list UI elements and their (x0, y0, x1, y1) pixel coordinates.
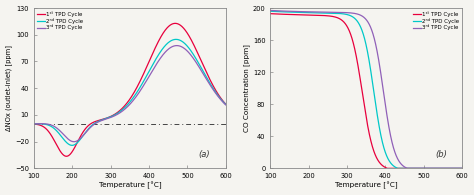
3ʳᵈ TPD Cycle (454, 167, 459, 169)
3ʳᵈ TPD Cycle (218, 98, 223, 100)
1ˢᵗ TPD Cycle (41, 126, 46, 128)
2ⁿᵈ TPD Cycle (267, 10, 273, 12)
X-axis label: Temperature [°C]: Temperature [°C] (335, 182, 398, 190)
2ⁿᵈ TPD Cycle (218, 97, 223, 100)
Line: 2ⁿᵈ TPD Cycle: 2ⁿᵈ TPD Cycle (34, 39, 226, 145)
Line: 1ˢᵗ TPD Cycle: 1ˢᵗ TPD Cycle (270, 14, 462, 168)
1ˢᵗ TPD Cycle (277, 13, 283, 15)
2ⁿᵈ TPD Cycle (69, 144, 75, 146)
1ˢᵗ TPD Cycle (356, 67, 361, 70)
Y-axis label: CO Concentration [ppm]: CO Concentration [ppm] (243, 44, 250, 132)
2ⁿᵈ TPD Cycle (454, 167, 459, 169)
1ˢᵗ TPD Cycle (267, 12, 273, 15)
3ʳᵈ TPD Cycle (182, 48, 188, 50)
2ⁿᵈ TPD Cycle (119, 109, 125, 111)
3ʳᵈ TPD Cycle (454, 167, 459, 169)
3ʳᵈ TPD Cycle (419, 167, 424, 169)
1ˢᵗ TPD Cycle (182, 29, 188, 31)
1ˢᵗ TPD Cycle (64, 155, 69, 157)
3ʳᵈ TPD Cycle (356, 13, 361, 16)
3ʳᵈ TPD Cycle (174, 44, 180, 47)
2ⁿᵈ TPD Cycle (361, 34, 366, 36)
3ʳᵈ TPD Cycle (277, 10, 283, 12)
3ʳᵈ TPD Cycle (361, 16, 366, 18)
Line: 2ⁿᵈ TPD Cycle: 2ⁿᵈ TPD Cycle (270, 11, 462, 168)
3ʳᵈ TPD Cycle (125, 106, 130, 108)
3ʳᵈ TPD Cycle (218, 98, 223, 100)
3ʳᵈ TPD Cycle (31, 123, 37, 125)
2ⁿᵈ TPD Cycle (419, 167, 424, 169)
2ⁿᵈ TPD Cycle (125, 104, 130, 106)
2ⁿᵈ TPD Cycle (182, 43, 188, 45)
1ˢᵗ TPD Cycle (459, 167, 465, 169)
2ⁿᵈ TPD Cycle (218, 97, 223, 100)
1ˢᵗ TPD Cycle (31, 123, 37, 125)
3ʳᵈ TPD Cycle (223, 104, 228, 106)
Legend: 1ˢᵗ TPD Cycle, 2ⁿᵈ TPD Cycle, 3ʳᵈ TPD Cycle: 1ˢᵗ TPD Cycle, 2ⁿᵈ TPD Cycle, 3ʳᵈ TPD Cy… (411, 10, 460, 32)
3ʳᵈ TPD Cycle (41, 122, 46, 125)
1ˢᵗ TPD Cycle (454, 167, 459, 169)
1ˢᵗ TPD Cycle (454, 167, 459, 169)
2ⁿᵈ TPD Cycle (459, 167, 465, 169)
1ˢᵗ TPD Cycle (119, 107, 125, 110)
1ˢᵗ TPD Cycle (361, 100, 366, 102)
2ⁿᵈ TPD Cycle (277, 11, 283, 13)
2ⁿᵈ TPD Cycle (356, 22, 361, 24)
1ˢᵗ TPD Cycle (223, 103, 228, 105)
3ʳᵈ TPD Cycle (71, 141, 77, 143)
Text: (a): (a) (199, 150, 210, 159)
1ˢᵗ TPD Cycle (419, 167, 424, 169)
3ʳᵈ TPD Cycle (267, 9, 273, 12)
Line: 3ʳᵈ TPD Cycle: 3ʳᵈ TPD Cycle (34, 46, 226, 142)
3ʳᵈ TPD Cycle (119, 110, 125, 112)
3ʳᵈ TPD Cycle (404, 167, 410, 169)
2ⁿᵈ TPD Cycle (223, 103, 228, 106)
1ˢᵗ TPD Cycle (384, 167, 390, 169)
1ˢᵗ TPD Cycle (125, 101, 130, 104)
Y-axis label: ΔNOx (outlet-inlet) [ppm]: ΔNOx (outlet-inlet) [ppm] (6, 45, 12, 131)
1ˢᵗ TPD Cycle (218, 96, 223, 98)
2ⁿᵈ TPD Cycle (173, 38, 179, 41)
2ⁿᵈ TPD Cycle (31, 123, 37, 125)
1ˢᵗ TPD Cycle (218, 96, 223, 99)
Legend: 1ˢᵗ TPD Cycle, 2ⁿᵈ TPD Cycle, 3ʳᵈ TPD Cycle: 1ˢᵗ TPD Cycle, 2ⁿᵈ TPD Cycle, 3ʳᵈ TPD Cy… (36, 10, 84, 32)
Line: 3ʳᵈ TPD Cycle: 3ʳᵈ TPD Cycle (270, 11, 462, 168)
1ˢᵗ TPD Cycle (173, 22, 178, 25)
3ʳᵈ TPD Cycle (459, 167, 465, 169)
X-axis label: Temperature [°C]: Temperature [°C] (99, 182, 161, 190)
2ⁿᵈ TPD Cycle (41, 123, 46, 125)
Line: 1ˢᵗ TPD Cycle: 1ˢᵗ TPD Cycle (34, 23, 226, 156)
2ⁿᵈ TPD Cycle (395, 167, 401, 169)
Text: (b): (b) (435, 150, 447, 159)
2ⁿᵈ TPD Cycle (454, 167, 459, 169)
